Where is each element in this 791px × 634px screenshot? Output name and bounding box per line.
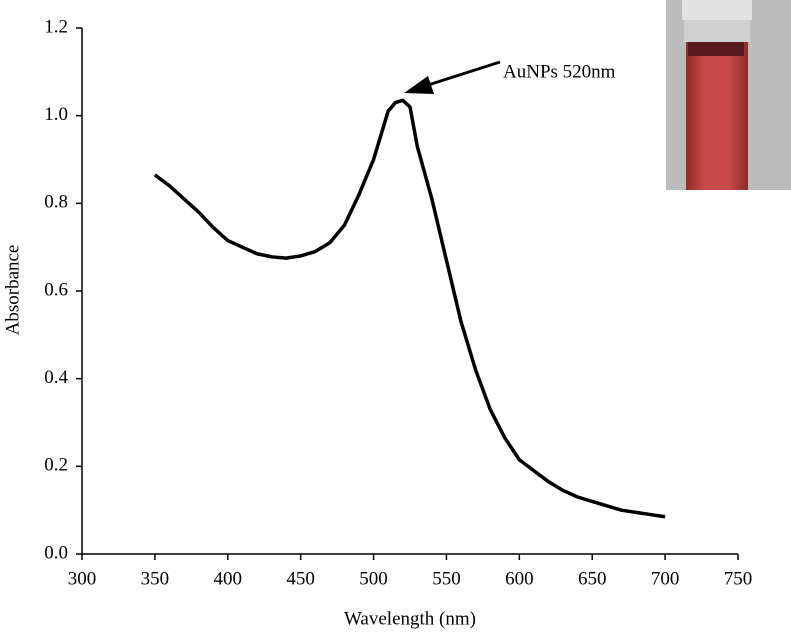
x-tick-label: 600 <box>505 568 534 589</box>
x-tick-label: 650 <box>578 568 607 589</box>
photo-inset <box>666 0 791 190</box>
x-tick-label: 300 <box>68 568 97 589</box>
x-tick-label: 550 <box>432 568 461 589</box>
y-tick-label: 0.0 <box>44 542 68 563</box>
y-tick-label: 1.2 <box>44 16 68 37</box>
x-tick-label: 400 <box>214 568 243 589</box>
y-tick-label: 0.4 <box>44 367 68 388</box>
x-axis-title: Wavelength (nm) <box>344 608 476 629</box>
x-tick-label: 350 <box>141 568 170 589</box>
y-tick-label: 0.8 <box>44 192 68 213</box>
y-tick-label: 0.6 <box>44 279 68 300</box>
y-tick-label: 0.2 <box>44 455 68 476</box>
y-tick-label: 1.0 <box>44 104 68 125</box>
x-tick-label: 450 <box>286 568 315 589</box>
x-tick-label: 700 <box>651 568 680 589</box>
y-axis-title: Absorbance <box>2 245 23 336</box>
x-tick-label: 750 <box>724 568 753 589</box>
annotation: AuNPs 520nm <box>503 61 616 82</box>
x-tick-label: 500 <box>359 568 388 589</box>
spectrum-line <box>153 98 666 519</box>
annotation-arrow <box>404 60 501 94</box>
